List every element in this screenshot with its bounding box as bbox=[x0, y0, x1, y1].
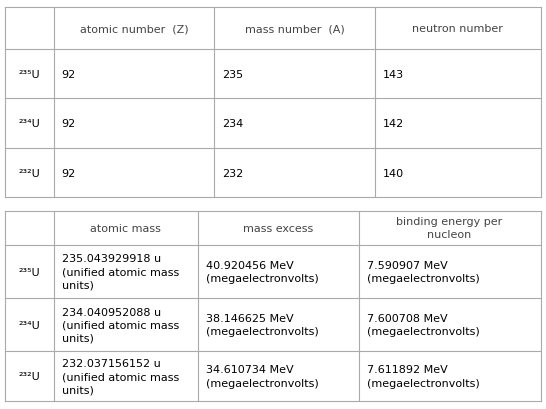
Text: 235.043929918 u
(unified atomic mass
units): 235.043929918 u (unified atomic mass uni… bbox=[62, 254, 179, 290]
Text: 234.040952088 u
(unified atomic mass
units): 234.040952088 u (unified atomic mass uni… bbox=[62, 307, 179, 343]
Text: 40.920456 MeV
(megaelectronvolts): 40.920456 MeV (megaelectronvolts) bbox=[206, 260, 319, 283]
Text: 142: 142 bbox=[383, 119, 404, 129]
Text: atomic mass: atomic mass bbox=[91, 223, 161, 233]
Text: 234: 234 bbox=[222, 119, 244, 129]
Text: neutron number: neutron number bbox=[412, 24, 503, 34]
Text: mass number  (A): mass number (A) bbox=[245, 24, 345, 34]
Text: 7.611892 MeV
(megaelectronvolts): 7.611892 MeV (megaelectronvolts) bbox=[366, 364, 479, 388]
Text: 92: 92 bbox=[62, 70, 76, 80]
Text: binding energy per
nucleon: binding energy per nucleon bbox=[396, 217, 503, 240]
Text: ²³²U: ²³²U bbox=[19, 371, 40, 381]
Text: 140: 140 bbox=[383, 168, 404, 178]
Text: 7.590907 MeV
(megaelectronvolts): 7.590907 MeV (megaelectronvolts) bbox=[366, 260, 479, 283]
Text: ²³⁵U: ²³⁵U bbox=[19, 70, 40, 80]
Text: ²³⁴U: ²³⁴U bbox=[19, 119, 40, 129]
Text: 92: 92 bbox=[62, 168, 76, 178]
Text: atomic number  (Z): atomic number (Z) bbox=[80, 24, 188, 34]
Text: 232.037156152 u
(unified atomic mass
units): 232.037156152 u (unified atomic mass uni… bbox=[62, 358, 179, 394]
Text: 34.610734 MeV
(megaelectronvolts): 34.610734 MeV (megaelectronvolts) bbox=[206, 364, 319, 388]
Text: ²³²U: ²³²U bbox=[19, 168, 40, 178]
Text: 38.146625 MeV
(megaelectronvolts): 38.146625 MeV (megaelectronvolts) bbox=[206, 313, 319, 337]
Text: mass excess: mass excess bbox=[243, 223, 313, 233]
Text: 7.600708 MeV
(megaelectronvolts): 7.600708 MeV (megaelectronvolts) bbox=[366, 313, 479, 337]
Text: ²³⁴U: ²³⁴U bbox=[19, 320, 40, 330]
Text: ²³⁵U: ²³⁵U bbox=[19, 267, 40, 277]
Text: 143: 143 bbox=[383, 70, 404, 80]
Text: 232: 232 bbox=[222, 168, 244, 178]
Text: 235: 235 bbox=[222, 70, 244, 80]
Text: 92: 92 bbox=[62, 119, 76, 129]
